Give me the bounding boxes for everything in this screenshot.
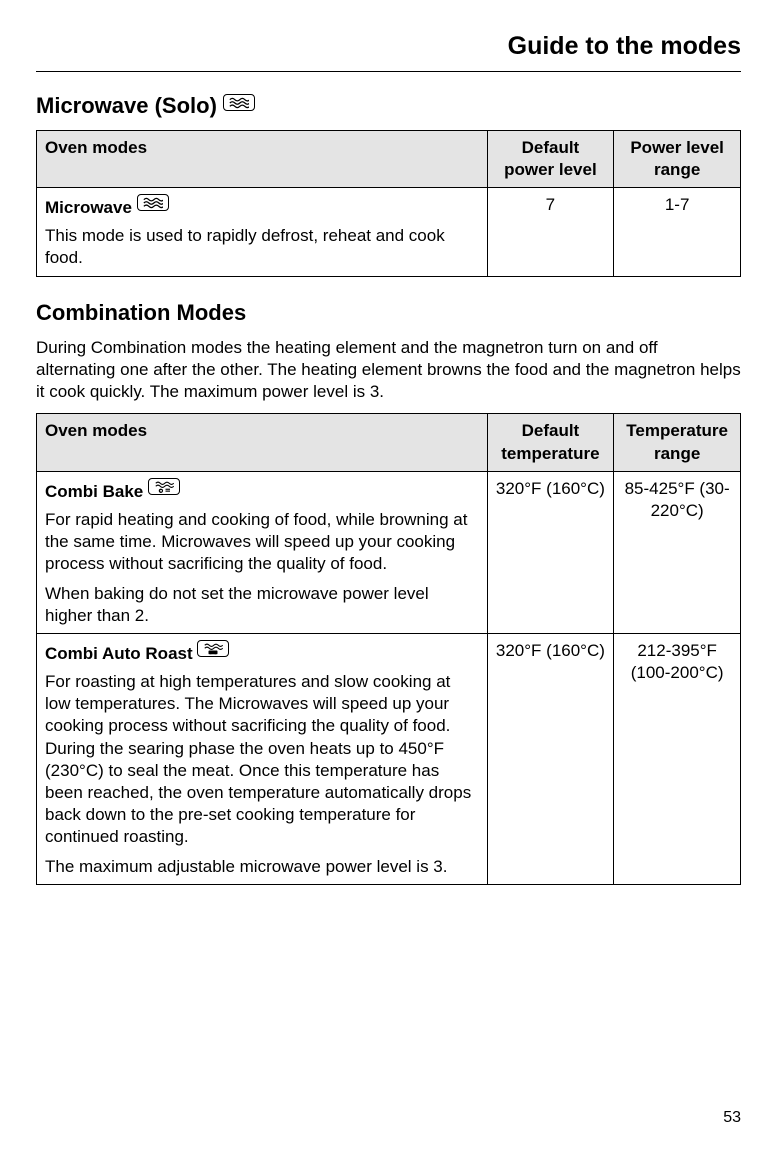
default-value-cell: 320°F (160°C) [487, 471, 614, 634]
mode-name: Combi Auto Roast [45, 643, 193, 665]
section-heading-text: Combination Modes [36, 300, 246, 325]
mode-description: For roasting at high temperatures and sl… [45, 671, 479, 848]
range-value-cell: 85-425°F (30-220°C) [614, 471, 741, 634]
mode-cell: Combi Bake For rapid heating and cooking… [37, 471, 488, 634]
table-header: Power level range [614, 131, 741, 188]
range-value-cell: 1-7 [614, 188, 741, 276]
modes-table: Oven modesDefault temperatureTemperature… [36, 413, 741, 885]
mode-description: When baking do not set the microwave pow… [45, 583, 479, 627]
default-value-cell: 320°F (160°C) [487, 634, 614, 885]
page-title: Guide to the modes [36, 30, 741, 63]
table-row: Combi Bake For rapid heating and cooking… [37, 471, 741, 634]
mode-name: Combi Bake [45, 481, 143, 503]
table-header: Default power level [487, 131, 614, 188]
microwave-icon [223, 94, 255, 111]
title-divider [36, 71, 741, 72]
table-header: Oven modes [37, 414, 488, 471]
section-heading: Microwave (Solo) [36, 92, 741, 121]
table-header: Default temperature [487, 414, 614, 471]
mode-name: Microwave [45, 197, 132, 219]
section-heading-text: Microwave (Solo) [36, 93, 217, 118]
mode-description: This mode is used to rapidly defrost, re… [45, 225, 479, 269]
mode-cell: Combi Auto Roast For roasting at high te… [37, 634, 488, 885]
modes-table: Oven modesDefault power levelPower level… [36, 130, 741, 276]
section-intro: During Combination modes the heating ele… [36, 337, 741, 403]
table-row: Microwave This mode is used to rapidly d… [37, 188, 741, 276]
section-heading: Combination Modes [36, 299, 741, 328]
table-header: Oven modes [37, 131, 488, 188]
microwave-icon [137, 194, 169, 211]
combi-bake-icon [148, 478, 180, 495]
content-area: Microwave (Solo) Oven modesDefault power… [36, 92, 741, 886]
table-row: Combi Auto Roast For roasting at high te… [37, 634, 741, 885]
range-value-cell: 212-395°F (100-200°C) [614, 634, 741, 885]
mode-description: For rapid heating and cooking of food, w… [45, 509, 479, 575]
default-value-cell: 7 [487, 188, 614, 276]
mode-cell: Microwave This mode is used to rapidly d… [37, 188, 488, 276]
page-number: 53 [723, 1108, 741, 1129]
table-header: Temperature range [614, 414, 741, 471]
combi-auto-roast-icon [197, 640, 229, 657]
mode-description: The maximum adjustable microwave power l… [45, 856, 479, 878]
